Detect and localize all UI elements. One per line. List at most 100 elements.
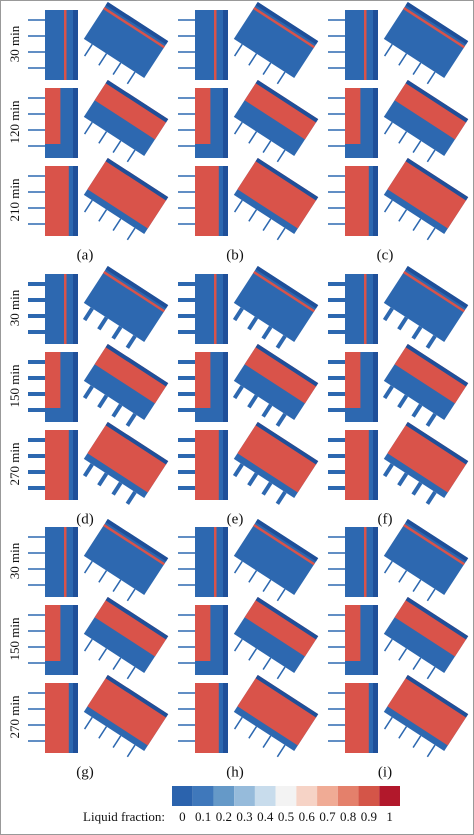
wall [373,10,378,80]
liquid [394,79,469,140]
wall [255,1,319,45]
liquid [45,166,69,236]
wall [73,683,78,753]
time-label: 120 min [7,100,22,143]
rotated-domain [233,1,319,85]
fin [383,43,393,57]
melt-front [214,274,217,344]
liquid [195,683,219,753]
wall [73,88,78,158]
domain [383,1,469,79]
domain [83,265,169,343]
fin [83,716,93,730]
fin [276,666,286,680]
domain [383,265,469,343]
wall [255,674,319,718]
liquid [87,421,169,493]
wall [255,421,319,465]
liquid [45,683,69,753]
panel-label: (e) [227,511,244,527]
time-label: 150 min [7,617,22,660]
fin [98,209,108,222]
liquid [237,421,319,493]
fin [383,638,393,652]
fin [383,199,393,213]
fin [82,385,94,400]
rotated-domain [383,674,469,758]
fin [98,53,108,66]
wall [373,352,378,422]
domain [83,518,169,596]
fin [98,726,108,739]
fin [261,403,273,418]
fin [412,140,422,153]
fin [397,316,409,331]
colorbar-swatch [358,786,380,806]
rotated-domain [233,518,319,602]
time-label: 270 min [7,442,22,485]
melt-front [403,6,465,49]
fin [398,209,408,222]
rotated-domain [383,596,469,680]
fin [111,325,123,340]
fin [247,472,259,487]
panel-label: (f) [378,511,393,527]
panel-label: (c) [377,247,394,263]
fin [98,648,108,661]
fin [248,209,258,222]
domain [233,1,319,79]
fin [126,666,136,680]
fin [126,71,136,85]
colorbar-swatch [379,786,400,806]
domain [233,518,319,596]
colorbar-swatch [317,786,338,806]
wall [73,10,78,80]
liquid [345,430,369,500]
fin [97,394,109,409]
wall [73,274,78,344]
colorbar-swatch [337,786,359,806]
rotated-domain [383,518,469,602]
wall [405,596,469,640]
rotated-domain [233,674,319,758]
fin [262,62,272,75]
fin [275,412,287,427]
wall [223,683,228,753]
fin [83,560,93,574]
colorbar-tick-label: 0.7 [319,809,336,824]
liquid [394,596,469,657]
wall [105,157,169,201]
liquid [387,421,469,493]
rotated-domain [383,157,469,241]
fin [111,481,123,496]
wall [105,518,169,562]
fin [426,666,436,680]
fin [261,325,273,340]
fin [126,149,136,163]
wall [73,352,78,422]
fin [276,149,286,163]
colorbar-swatch [296,786,318,806]
fin [411,403,423,418]
colorbar-swatch [213,786,235,806]
melt-front [403,523,465,566]
fin [262,657,272,670]
liquid [45,352,61,408]
wall [255,265,319,309]
liquid [45,605,61,661]
colorbar-tick-label: 0.2 [216,809,232,824]
fin [233,560,243,574]
wall [223,527,228,597]
liquid [345,88,361,144]
fin [83,121,93,135]
panel-label: (d) [76,511,94,527]
fin [398,648,408,661]
fin [233,716,243,730]
fin [412,62,422,75]
wall [405,674,469,718]
rotated-domain [232,421,319,505]
wall [105,596,169,640]
fin [411,481,423,496]
liquid [345,683,369,753]
